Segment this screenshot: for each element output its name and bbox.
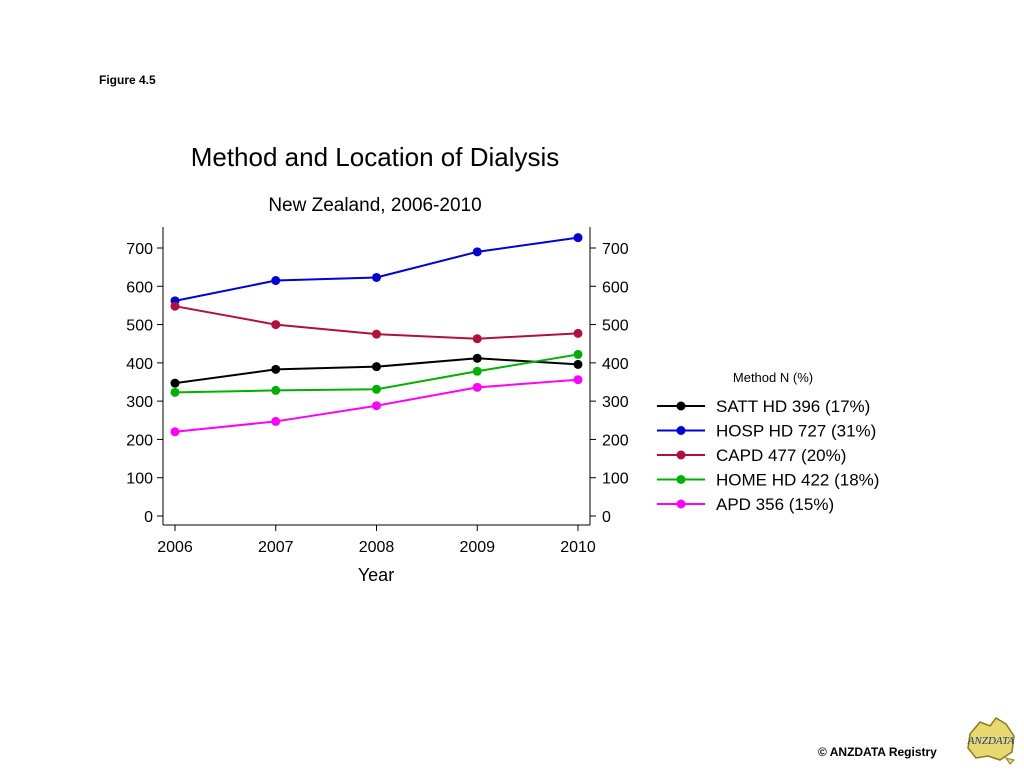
- legend-marker: [676, 426, 686, 435]
- y-tick-label-right: 500: [602, 318, 629, 335]
- legend-marker: [676, 499, 686, 509]
- figure-label: Figure 4.5: [99, 73, 156, 87]
- legend-marker: [676, 450, 686, 460]
- logo-text: ANZDATA: [967, 735, 1015, 747]
- chart-subtitle: New Zealand, 2006-2010: [268, 195, 481, 216]
- series-point: [170, 378, 180, 388]
- y-tick-label-left: 500: [126, 318, 153, 335]
- x-axis-label: Year: [358, 565, 394, 585]
- series-point: [573, 349, 583, 359]
- y-tick-label-left: 100: [126, 471, 153, 488]
- x-tick-label: 2009: [459, 539, 495, 556]
- legend: SATT HD 396 (17%) HOSP HD 727 (31%) CAPD 4…: [657, 397, 879, 514]
- series-line-1: [174, 236, 579, 302]
- y-tick-label-left: 400: [126, 356, 153, 373]
- chart-axes: 0 0 100 100 200 200 300 300 400 400 500 500 600 600 70…: [126, 227, 629, 556]
- series-point: [573, 359, 583, 369]
- series-point: [372, 401, 381, 411]
- legend-title: Method N (%): [733, 370, 813, 385]
- x-tick-label: 2008: [359, 539, 395, 556]
- y-tick-label-right: 200: [602, 432, 629, 449]
- y-tick-label-right: 400: [602, 356, 629, 373]
- legend-label: CAPD 477 (20%): [716, 446, 846, 465]
- legend-label: HOSP HD 727 (31%): [716, 422, 876, 441]
- y-tick-label-left: 200: [126, 432, 153, 449]
- series-point: [472, 353, 482, 363]
- legend-marker: [676, 401, 686, 411]
- series-point: [170, 427, 180, 437]
- series-point: [271, 364, 281, 374]
- series-point: [472, 382, 482, 392]
- legend-label: APD 356 (15%): [716, 495, 834, 514]
- series-point: [271, 416, 281, 426]
- series-point: [170, 301, 180, 311]
- series-point: [472, 334, 482, 344]
- series-point: [372, 272, 381, 282]
- y-tick-label-right: 300: [602, 394, 629, 411]
- series-point: [372, 362, 381, 372]
- y-tick-label-left: 700: [126, 241, 153, 258]
- series-point: [472, 366, 482, 376]
- copyright-notice: © ANZDATA Registry: [818, 745, 937, 759]
- series-layer: [170, 233, 583, 437]
- chart-title: Method and Location of Dialysis: [191, 142, 560, 172]
- x-tick-label: 2010: [560, 539, 596, 556]
- y-tick-label-left: 600: [126, 279, 153, 296]
- series-point: [372, 384, 381, 394]
- legend-label: SATT HD 396 (17%): [716, 397, 870, 416]
- series-point: [271, 276, 281, 286]
- y-tick-label-right: 700: [602, 241, 629, 258]
- y-tick-label-left: 300: [126, 394, 153, 411]
- series-point: [372, 329, 381, 339]
- y-tick-label-left: 0: [144, 509, 153, 526]
- series-point: [573, 328, 583, 338]
- series-point: [573, 233, 583, 243]
- series-point: [573, 375, 583, 385]
- series-point: [271, 385, 281, 395]
- y-tick-label-right: 600: [602, 279, 629, 296]
- series-point: [271, 320, 281, 330]
- x-tick-label: 2006: [157, 539, 193, 556]
- series-point: [472, 247, 482, 257]
- legend-marker: [676, 475, 686, 484]
- anzdata-logo-icon: ANZDATA: [962, 714, 1022, 766]
- series-point: [170, 387, 180, 397]
- y-tick-label-right: 0: [602, 509, 611, 526]
- legend-label: HOME HD 422 (18%): [716, 471, 879, 490]
- y-tick-label-right: 100: [602, 471, 629, 488]
- x-tick-label: 2007: [258, 539, 294, 556]
